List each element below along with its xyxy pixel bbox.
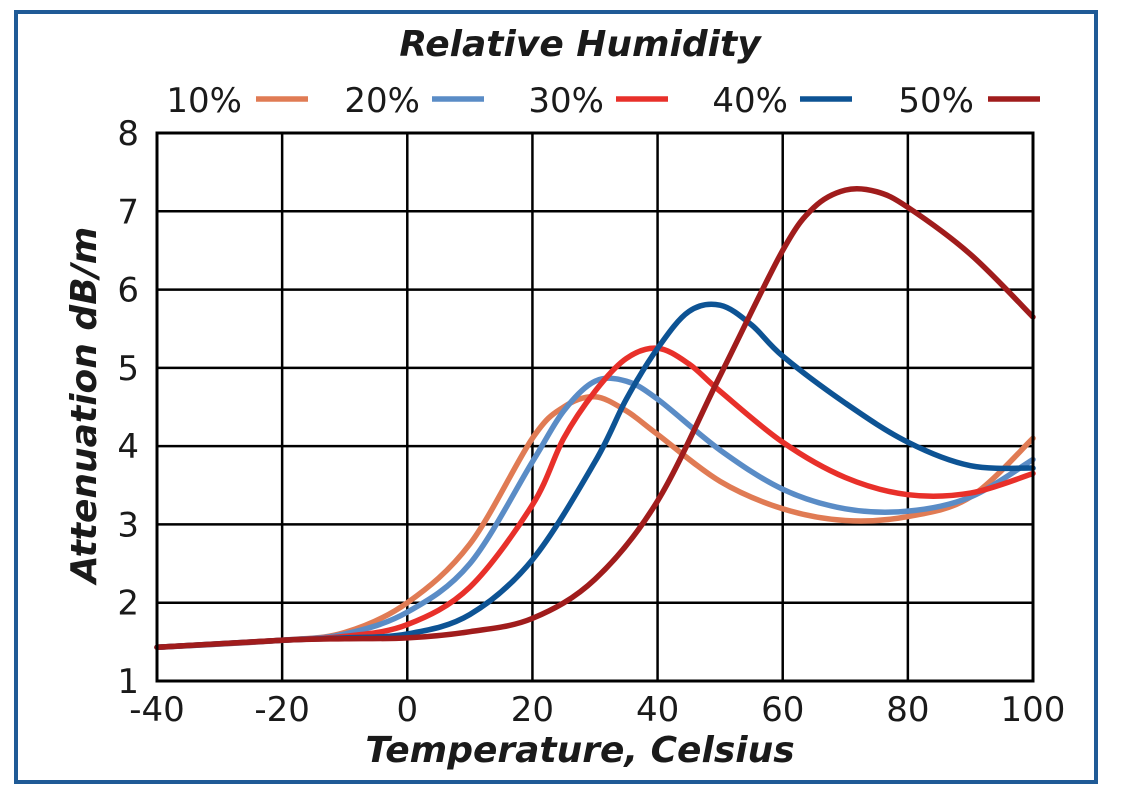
x-tick-label: 0 <box>396 690 418 730</box>
y-tick-label: 4 <box>117 427 139 467</box>
y-axis-title: Attenuation dB/m <box>64 227 105 587</box>
x-tick-label: -40 <box>129 690 185 730</box>
y-tick-label: 8 <box>117 114 139 154</box>
legend-label: 50% <box>898 81 974 121</box>
y-tick-label: 6 <box>117 271 139 311</box>
legend-label: 40% <box>712 81 788 121</box>
y-tick-label: 5 <box>117 349 139 389</box>
x-tick-label: 100 <box>1001 690 1066 730</box>
chart-title: Relative Humidity <box>399 24 762 65</box>
series-line-1 <box>154 375 1036 651</box>
plot-border <box>155 131 1035 683</box>
x-axis-ticks: -40 -20 0 20 40 60 80 100 <box>129 690 1065 730</box>
y-tick-label: 1 <box>117 662 139 702</box>
legend-label: 10% <box>166 81 242 121</box>
y-tick-label: 2 <box>117 584 139 624</box>
x-tick-label: -20 <box>254 690 310 730</box>
x-axis-title: Temperature, Celsius <box>365 730 794 771</box>
y-tick-label: 3 <box>117 505 139 545</box>
series-line-0 <box>154 394 1036 651</box>
series-lines <box>154 185 1036 651</box>
legend-label: 30% <box>528 81 604 121</box>
series-line-2 <box>154 345 1036 651</box>
x-tick-label: 80 <box>886 690 929 730</box>
legend-label: 20% <box>344 81 420 121</box>
legend: 10% 20% 30% 40% 50% <box>166 81 1040 121</box>
grid <box>155 131 1035 683</box>
y-tick-label: 7 <box>117 192 139 232</box>
x-tick-label: 20 <box>511 690 554 730</box>
y-axis-ticks: 1 2 3 4 5 6 7 8 <box>117 114 139 702</box>
series-line-3 <box>154 301 1036 651</box>
x-tick-label: 60 <box>761 690 804 730</box>
series-line-4 <box>154 185 1036 651</box>
chart-frame <box>14 10 1098 784</box>
x-tick-label: 40 <box>636 690 679 730</box>
